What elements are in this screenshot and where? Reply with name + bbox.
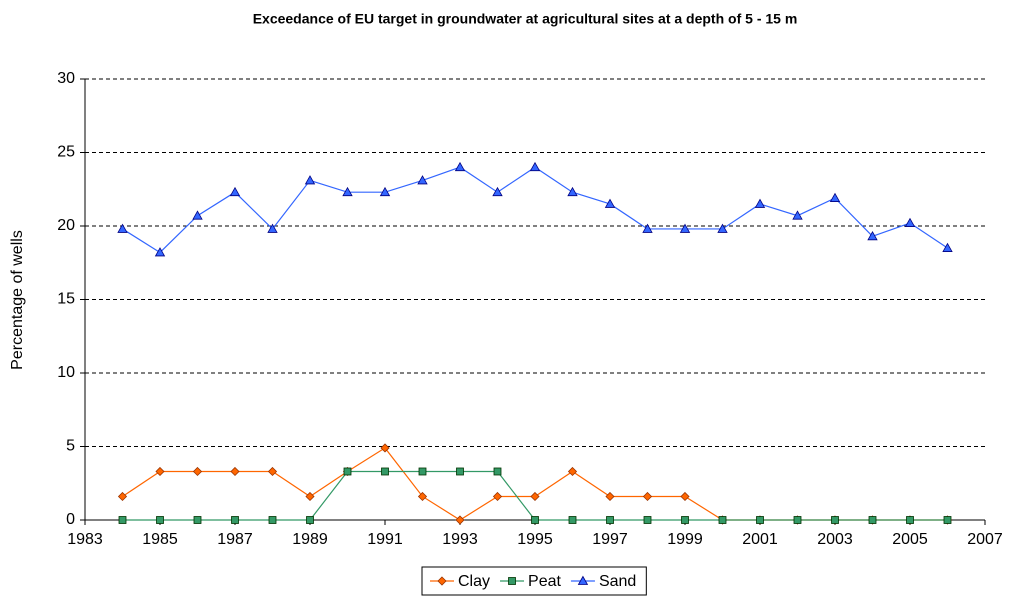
x-tick-label: 1997 xyxy=(592,531,628,548)
marker xyxy=(829,192,841,202)
marker xyxy=(493,467,502,476)
y-tick-label: 15 xyxy=(57,291,75,308)
marker xyxy=(155,466,165,477)
series-line xyxy=(122,447,948,521)
x-tick-label: 1995 xyxy=(517,531,553,548)
marker xyxy=(943,516,952,524)
marker xyxy=(417,175,428,185)
marker xyxy=(118,516,127,524)
x-tick-label: 1989 xyxy=(292,531,328,548)
marker xyxy=(867,230,878,241)
marker xyxy=(437,576,447,586)
marker xyxy=(229,186,241,197)
marker xyxy=(529,161,541,172)
y-tick-label: 25 xyxy=(57,144,75,161)
x-tick-label: 1991 xyxy=(367,531,403,548)
x-tick-label: 1983 xyxy=(67,531,103,548)
x-tick-label: 2001 xyxy=(742,531,778,548)
legend: Clay Peat Sand xyxy=(421,566,647,596)
marker xyxy=(267,223,278,233)
series-line xyxy=(122,166,948,254)
marker xyxy=(418,467,427,476)
marker xyxy=(606,516,614,524)
marker xyxy=(530,491,540,502)
legend-label: Sand xyxy=(599,573,636,590)
marker xyxy=(679,223,691,233)
x-tick-label: 2005 xyxy=(892,531,928,548)
marker xyxy=(380,443,390,453)
y-tick-label: 0 xyxy=(66,511,75,528)
marker xyxy=(154,247,166,257)
marker xyxy=(343,467,352,476)
marker xyxy=(492,491,503,502)
marker xyxy=(230,466,240,477)
legend-label: Clay xyxy=(458,573,490,590)
marker xyxy=(306,516,314,524)
marker xyxy=(117,491,128,502)
marker xyxy=(642,223,653,233)
marker xyxy=(567,466,578,477)
marker xyxy=(117,223,128,233)
x-tick-label: 2007 xyxy=(967,531,1003,548)
chart-title: Exceedance of EU target in groundwater a… xyxy=(253,11,798,27)
marker xyxy=(643,516,652,524)
marker xyxy=(268,516,277,524)
y-tick-label: 5 xyxy=(66,438,75,455)
marker xyxy=(192,210,203,220)
marker xyxy=(717,223,728,233)
marker xyxy=(942,242,953,252)
marker xyxy=(454,161,466,172)
x-tick-label: 2003 xyxy=(817,531,853,548)
marker xyxy=(156,516,164,524)
marker xyxy=(455,515,465,525)
marker xyxy=(605,491,615,502)
marker xyxy=(342,186,353,197)
marker xyxy=(868,516,877,524)
y-tick-label: 20 xyxy=(57,217,75,234)
marker xyxy=(508,577,516,585)
legend-label: Peat xyxy=(528,573,561,590)
marker xyxy=(417,491,428,502)
x-tick-label: 1999 xyxy=(667,531,703,548)
marker xyxy=(680,491,690,502)
marker xyxy=(792,210,803,220)
x-tick-label: 1993 xyxy=(442,531,478,548)
marker xyxy=(718,516,727,524)
marker xyxy=(304,175,316,185)
y-tick-label: 10 xyxy=(57,364,75,381)
y-tick-label: 30 xyxy=(57,70,75,87)
marker xyxy=(577,575,589,585)
y-axis-label: Percentage of wells xyxy=(9,230,26,370)
marker xyxy=(831,516,839,524)
marker xyxy=(379,186,391,197)
marker xyxy=(904,217,916,227)
marker xyxy=(754,198,766,208)
legend-box xyxy=(421,566,647,596)
marker xyxy=(642,491,653,502)
marker xyxy=(567,186,578,197)
x-tick-label: 1987 xyxy=(217,531,253,548)
marker xyxy=(756,516,764,524)
marker xyxy=(492,186,503,197)
marker xyxy=(531,516,539,524)
marker xyxy=(568,516,577,524)
marker xyxy=(192,466,203,477)
marker xyxy=(793,516,802,524)
marker xyxy=(456,467,464,476)
x-tick-label: 1985 xyxy=(142,531,178,548)
marker xyxy=(193,516,202,524)
marker xyxy=(681,516,689,524)
marker xyxy=(906,516,914,524)
marker xyxy=(305,491,315,502)
marker xyxy=(231,516,239,524)
marker xyxy=(604,198,616,208)
marker xyxy=(267,466,278,477)
marker xyxy=(381,467,389,476)
